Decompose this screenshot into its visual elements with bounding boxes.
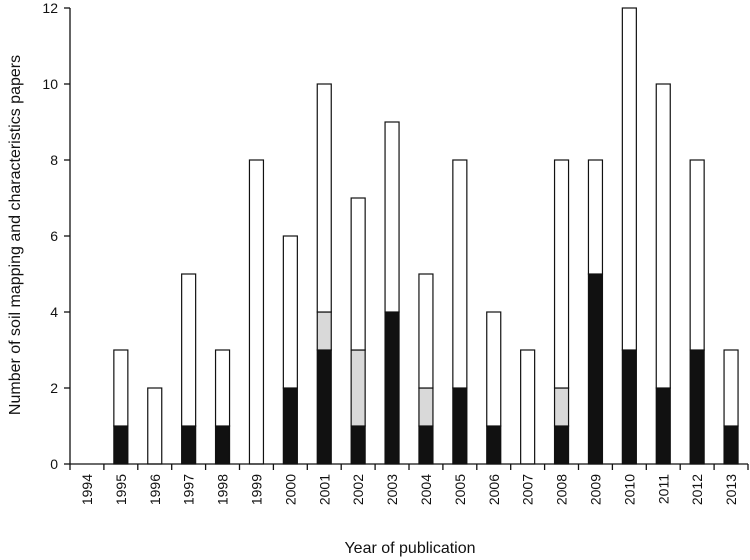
x-tick-label: 2012 (689, 474, 705, 505)
bar-segment-2002-s1 (350, 349, 366, 427)
x-tick-label: 2001 (316, 474, 332, 505)
bar-segment-2002-s2 (350, 197, 366, 351)
bar-segment-2012-s0 (689, 349, 705, 465)
bar-segment-2003-s2 (384, 121, 400, 313)
bar-segment-2012-s2 (689, 159, 705, 351)
bar-segment-2001-s1 (316, 311, 332, 351)
bar-segment-2006-s2 (486, 311, 502, 427)
bar-segment-2001-s0 (316, 349, 332, 465)
x-tick-label: 2011 (655, 474, 671, 504)
x-tick-label: 2002 (350, 474, 366, 505)
x-tick-label: 2000 (282, 474, 298, 505)
bar-segment-1998-s2 (214, 349, 231, 427)
bar-segment-2004-s1 (418, 387, 434, 427)
bar-segment-2013-s0 (723, 425, 739, 465)
bar-segment-2000-s2 (282, 235, 298, 389)
x-tick-label: 2007 (520, 474, 536, 505)
y-tick-label: 2 (50, 380, 58, 396)
bars-group (113, 7, 739, 465)
bar-segment-2011-s0 (655, 387, 671, 465)
bar-segment-2010-s0 (621, 349, 637, 465)
y-tick-label: 12 (42, 0, 58, 16)
axes-group: 0 2 4 6 8 10 12 1994 1995 1996 1997 1998 1999 2000 200… (42, 0, 749, 505)
bar-segment-2005-s2 (452, 159, 468, 389)
x-tick-label: 1994 (79, 474, 95, 505)
x-tick-label: 2008 (554, 474, 570, 505)
x-tick-label: 2006 (486, 474, 502, 505)
bar-segment-1995-s0 (113, 425, 129, 465)
bar-segment-2001-s2 (316, 83, 332, 313)
x-tick-label: 1997 (181, 474, 197, 505)
bar-segment-2000-s0 (282, 387, 298, 465)
bar-segment-1997-s2 (181, 273, 197, 427)
x-axis-label: Year of publication (344, 540, 475, 557)
bar-segment-1996-s2 (147, 387, 163, 465)
y-tick-label: 8 (50, 152, 58, 168)
x-tick-label: 2013 (723, 474, 739, 505)
bar-segment-2011-s2 (655, 83, 671, 389)
bar-segment-1995-s2 (113, 349, 129, 427)
x-tick-label: 2009 (587, 474, 603, 505)
x-tick-label: 1999 (248, 474, 264, 505)
y-tick-label: 10 (42, 76, 58, 92)
bar-segment-2009-s2 (587, 159, 604, 275)
bar-segment-2005-s0 (452, 387, 468, 465)
bar-segment-2008-s0 (553, 425, 570, 465)
x-tick-label: 1996 (147, 474, 163, 505)
bar-segment-2004-s2 (418, 273, 434, 389)
x-tick-label: 1995 (113, 474, 129, 505)
x-tick-label: 2010 (621, 474, 637, 505)
bar-segment-2006-s0 (486, 425, 502, 465)
bar-segment-2010-s2 (621, 7, 637, 351)
bar-segment-2003-s0 (384, 311, 400, 465)
y-tick-label: 4 (50, 304, 58, 320)
x-tick-label: 2003 (384, 474, 400, 505)
y-axis-label: Number of soil mapping and characteristi… (7, 55, 24, 415)
y-tick-label: 6 (50, 228, 58, 244)
bar-segment-2002-s0 (350, 425, 366, 465)
bar-segment-2007-s2 (520, 349, 536, 465)
bar-segment-2008-s1 (553, 387, 570, 427)
x-tick-label: 2004 (418, 474, 434, 505)
x-tick-label: 1998 (215, 474, 231, 505)
bar-segment-2013-s2 (723, 349, 739, 427)
bar-segment-2008-s2 (553, 159, 570, 389)
y-tick-label: 0 (50, 456, 58, 472)
bar-segment-2009-s0 (587, 273, 604, 465)
bar-segment-1999-s2 (248, 159, 265, 465)
bar-segment-1998-s0 (214, 425, 231, 465)
x-tick-label: 2005 (452, 474, 468, 505)
bar-segment-2004-s0 (418, 425, 434, 465)
bar-segment-1997-s0 (181, 425, 197, 465)
